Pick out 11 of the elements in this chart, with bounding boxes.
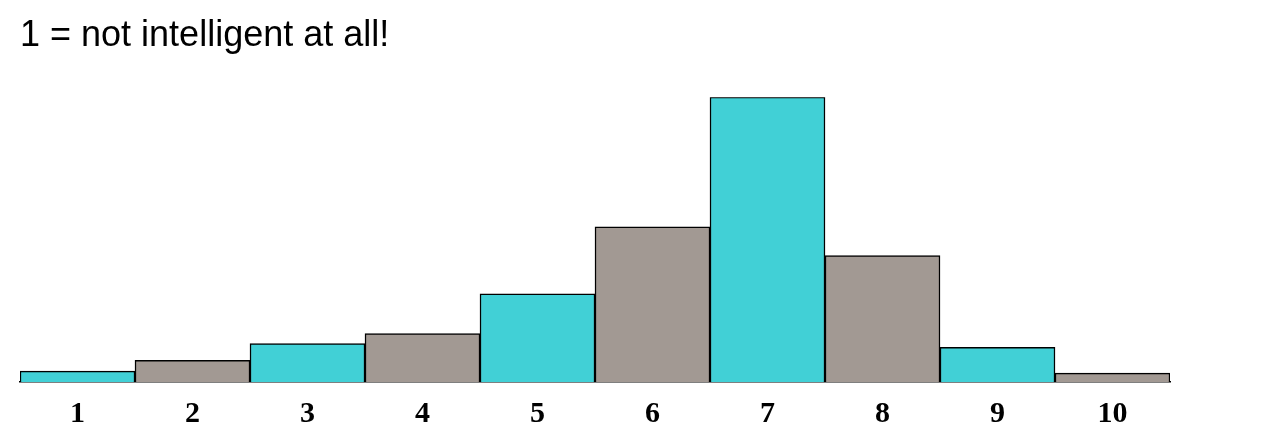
chart-title: 1 = not intelligent at all!	[20, 12, 390, 54]
x-tick-label: 2	[185, 394, 200, 428]
x-tick-label: 5	[530, 394, 545, 428]
x-tick-label: 7	[760, 394, 775, 428]
x-tick-label: 3	[300, 394, 315, 428]
x-tick-label: 6	[645, 394, 660, 428]
x-tick-label: 1	[70, 394, 85, 428]
x-tick-label: 9	[990, 394, 1005, 428]
x-tick-label: 10	[1097, 394, 1128, 428]
x-tick-label: 8	[875, 394, 890, 428]
x-tick-label: 4	[415, 394, 430, 428]
